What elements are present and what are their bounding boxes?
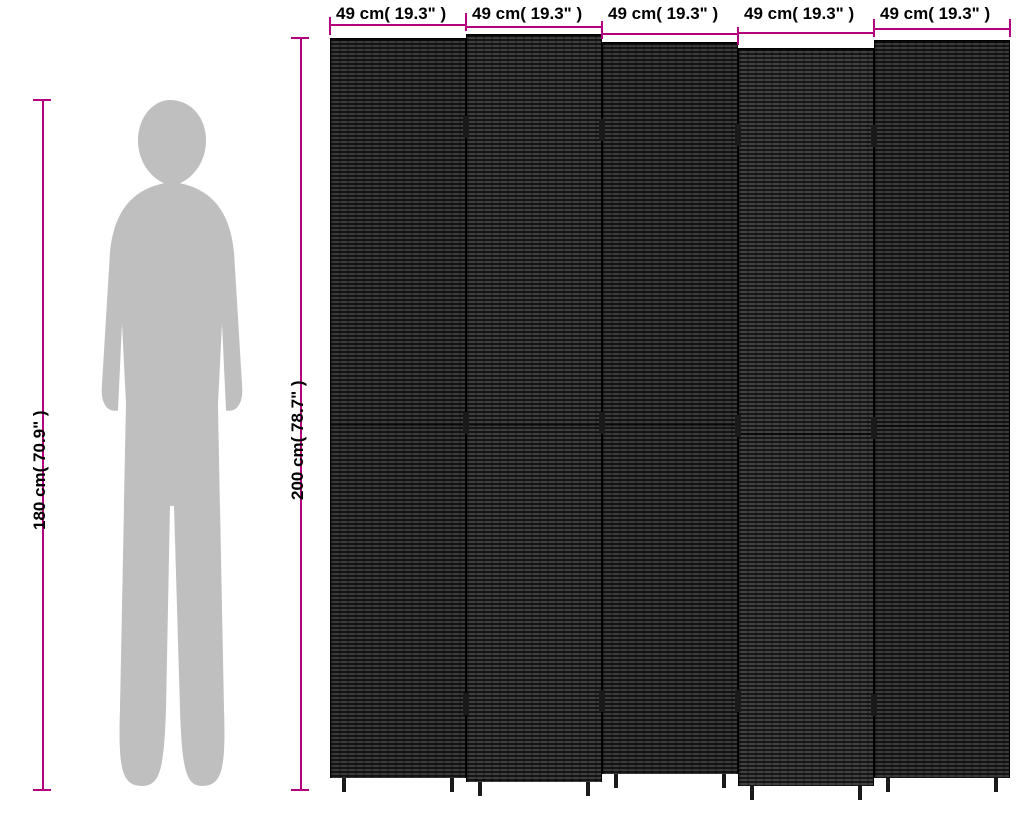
panel-hinge xyxy=(871,125,877,147)
panel-hinge xyxy=(463,693,469,715)
diagram-stage: 180 cm( 70.9" ) 200 cm( 78.7" ) 49 cm( 19.… xyxy=(0,0,1020,816)
dim-tick xyxy=(33,789,51,791)
dim-tick xyxy=(737,27,739,45)
dim-tick xyxy=(601,21,603,39)
panel-hinge xyxy=(599,119,605,141)
panel-hinge xyxy=(599,412,605,434)
dim-label-panel-width: 49 cm( 19.3" ) xyxy=(880,4,990,24)
divider-panel xyxy=(874,40,1010,778)
dim-tick xyxy=(329,17,331,35)
divider-panel xyxy=(602,42,738,774)
panel-foot xyxy=(722,774,726,788)
dim-label-panel-width: 49 cm( 19.3" ) xyxy=(336,4,446,24)
dim-line-panel-width xyxy=(330,24,466,26)
dim-tick xyxy=(873,19,875,37)
dim-tick xyxy=(33,99,51,101)
panel-foot xyxy=(750,786,754,800)
panel-hinge xyxy=(871,417,877,439)
dim-label-panel-width: 49 cm( 19.3" ) xyxy=(608,4,718,24)
panel-foot xyxy=(342,778,346,792)
dim-line-panel-width xyxy=(874,28,1010,30)
panel-foot xyxy=(858,786,862,800)
dim-label-divider-height: 200 cm( 78.7" ) xyxy=(288,380,308,500)
panel-seam xyxy=(331,424,465,426)
dim-label-human-height: 180 cm( 70.9" ) xyxy=(30,410,50,530)
human-silhouette xyxy=(70,100,270,790)
panel-hinge xyxy=(599,690,605,712)
panel-hinge xyxy=(735,690,741,712)
divider-panel xyxy=(330,38,466,778)
divider-panel xyxy=(466,34,602,782)
dim-label-panel-width: 49 cm( 19.3" ) xyxy=(472,4,582,24)
dim-line-panel-width xyxy=(738,32,874,34)
dim-line-panel-width xyxy=(466,26,602,28)
panel-seam xyxy=(467,424,601,426)
panel-foot xyxy=(886,778,890,792)
panel-foot xyxy=(450,778,454,792)
panel-hinge xyxy=(735,415,741,437)
panel-foot xyxy=(586,782,590,796)
panel-hinge xyxy=(463,412,469,434)
panel-seam xyxy=(739,433,873,435)
panel-seam xyxy=(603,424,737,426)
panel-hinge xyxy=(463,116,469,138)
dim-tick xyxy=(291,789,309,791)
dim-tick xyxy=(1009,19,1011,37)
dim-tick xyxy=(465,13,467,31)
dim-label-panel-width: 49 cm( 19.3" ) xyxy=(744,4,854,24)
panel-hinge xyxy=(871,694,877,716)
dim-tick xyxy=(291,37,309,39)
panel-foot xyxy=(478,782,482,796)
panel-seam xyxy=(875,425,1009,427)
panel-foot xyxy=(614,774,618,788)
panel-foot xyxy=(994,778,998,792)
divider-panel xyxy=(738,48,874,786)
panel-hinge xyxy=(735,124,741,146)
dim-line-panel-width xyxy=(602,33,738,35)
